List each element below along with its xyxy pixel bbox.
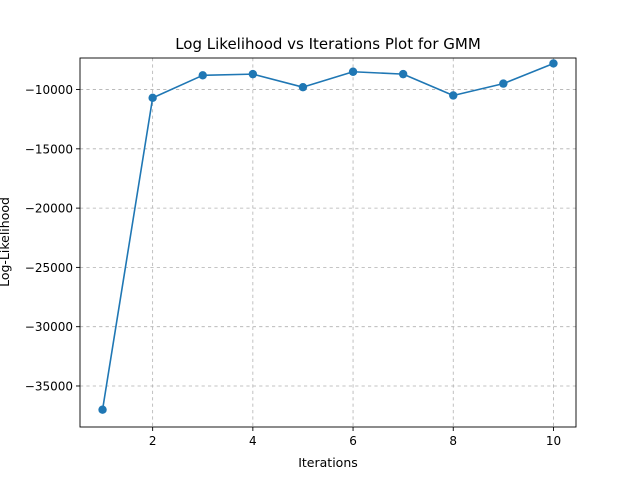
axis-ticks: 2 4 6 8 10 −35000 −30000 −25000 −20000 −15000 −100… [25, 83, 561, 448]
grid [80, 58, 576, 427]
chart-title: Log Likelihood vs Iterations Plot for GM… [175, 35, 481, 53]
data-point [298, 82, 308, 92]
y-tick-label: −30000 [25, 320, 73, 334]
y-tick-label: −10000 [25, 83, 73, 97]
y-tick-label: −25000 [25, 261, 73, 275]
y-tick-label: −35000 [25, 379, 73, 393]
x-tick-label: 4 [249, 434, 257, 448]
plot-area-frame [79, 57, 577, 428]
y-tick-label: −20000 [25, 202, 73, 216]
data-point [248, 69, 258, 79]
data-point [549, 59, 558, 68]
series-line [98, 59, 558, 414]
series-line-path [101, 62, 554, 410]
data-point [198, 71, 207, 80]
x-tick-label: 6 [349, 434, 357, 448]
y-axis-label: Log-Likelihood [0, 197, 12, 287]
data-point [499, 79, 508, 88]
x-tick-label: 8 [449, 434, 457, 448]
data-point [148, 93, 157, 103]
x-tick-label: 2 [149, 434, 157, 448]
x-tick-label: 10 [546, 434, 561, 448]
data-point [348, 67, 358, 76]
data-point [449, 91, 458, 100]
data-point [398, 69, 408, 79]
x-axis-label: Iterations [298, 455, 358, 470]
y-tick-label: −15000 [25, 142, 73, 156]
data-point [98, 405, 107, 414]
